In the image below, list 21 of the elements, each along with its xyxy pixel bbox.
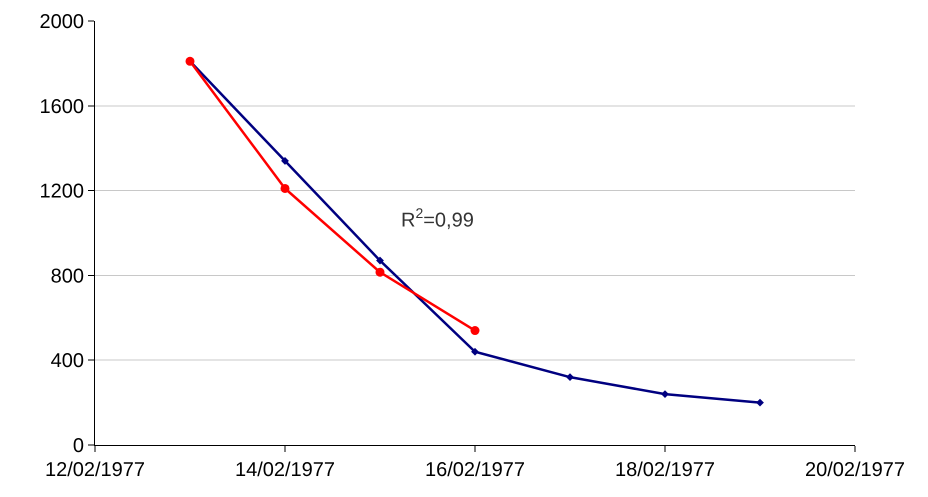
point [376,256,384,264]
point [471,348,479,356]
point [470,326,480,336]
y-tick-label: 400 [50,350,84,372]
x-tick-label: 18/02/1977 [614,459,716,481]
x-tick-label: 20/02/1977 [804,459,906,481]
point [566,373,574,382]
y-tick-label: 1200 [40,180,84,203]
y-tick-label: 0 [72,435,84,457]
point [376,268,384,277]
y-tick-label: 800 [50,265,84,288]
point [281,157,289,165]
point [661,390,669,398]
y-tick-label: 2000 [40,11,84,33]
y-tick-label: 1600 [40,96,84,118]
point [756,398,764,406]
x-tick-label: 12/02/1977 [44,459,146,481]
point [280,184,290,193]
x-tick-label: 14/02/1977 [234,459,336,481]
annotation: R$^{2}$=0,99 [401,205,474,232]
x-tick-label: 16/02/1977 [424,459,526,481]
